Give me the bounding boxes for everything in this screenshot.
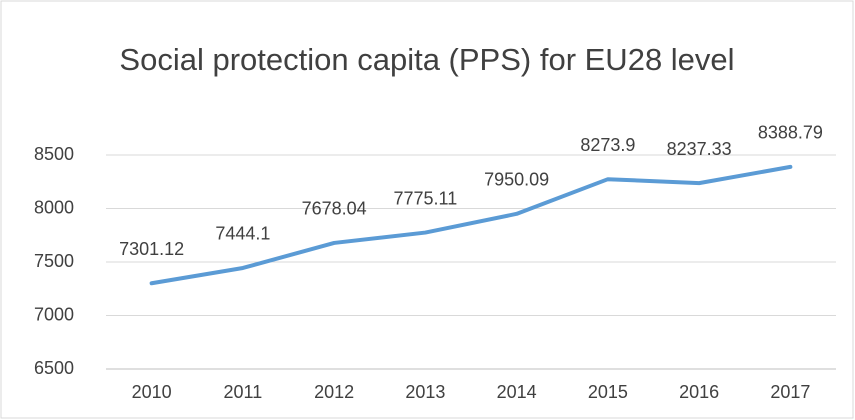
line-series <box>149 164 793 286</box>
y-tick-label: 7500 <box>34 251 74 271</box>
data-label: 7950.09 <box>484 170 549 190</box>
y-tick-label: 8000 <box>34 197 74 217</box>
y-tick-label: 7000 <box>34 304 74 324</box>
chart-title: Social protection capita (PPS) for EU28 … <box>119 42 735 77</box>
x-tick-label: 2013 <box>405 382 445 402</box>
data-label: 7444.1 <box>215 224 270 244</box>
x-tick-label: 2016 <box>679 382 719 402</box>
data-label: 7678.04 <box>302 199 367 219</box>
y-tick-label: 8500 <box>34 144 74 164</box>
data-label: 8273.9 <box>580 135 635 155</box>
y-tick-label: 6500 <box>34 358 74 378</box>
data-label: 8237.33 <box>667 139 732 159</box>
x-tick-label: 2012 <box>314 382 354 402</box>
data-label: 8388.79 <box>758 123 823 143</box>
data-label: 7301.12 <box>119 239 184 259</box>
data-label: 7775.11 <box>394 188 458 208</box>
x-tick-label: 2014 <box>497 382 537 402</box>
x-tick-label: 2011 <box>224 382 263 402</box>
x-tick-label: 2015 <box>588 382 628 402</box>
x-tick-label: 2017 <box>770 382 810 402</box>
x-tick-label: 2010 <box>132 382 172 402</box>
